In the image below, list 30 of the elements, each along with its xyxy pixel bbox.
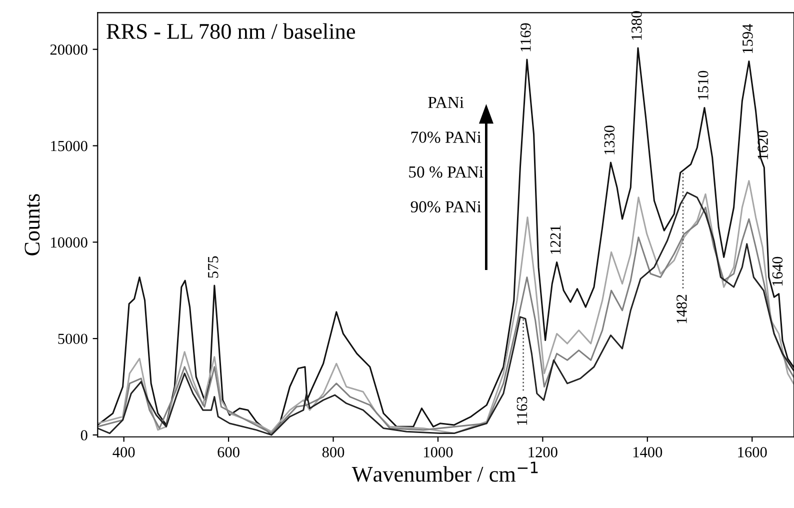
y-tick-label: 10000	[51, 237, 88, 248]
annotation: PANi	[428, 96, 464, 108]
y-axis-title: Counts	[24, 194, 40, 256]
annotation: 1640	[772, 256, 783, 286]
annotation: 1380	[631, 11, 642, 40]
annotation: 1594	[742, 24, 753, 53]
annotation: 50 % PANi	[409, 166, 484, 178]
annotation: 70% PANi	[411, 132, 482, 143]
x-tick-label: 600	[218, 447, 240, 458]
annotation: 1169	[520, 23, 531, 52]
annotation: 90% PANi	[410, 201, 482, 212]
x-axis-title: Wavenumber / cm$^{−1}$	[352, 462, 538, 482]
annotation: 1510	[698, 70, 708, 100]
y-tick-label: 5000	[58, 334, 88, 344]
x-tick-label: 1600	[738, 447, 767, 458]
chart-title: RRS - LL 780 nm / baseline	[106, 23, 356, 39]
annotation: 1482	[676, 294, 687, 324]
x-tick-label: 1200	[528, 447, 558, 458]
x-tick-label: 800	[322, 447, 344, 458]
x-tick-label: 400	[112, 447, 135, 458]
y-tick-label: 20000	[50, 44, 88, 55]
annotation: 1620	[758, 130, 768, 160]
y-tick-label: 0	[80, 430, 88, 440]
x-tick-label: 1400	[633, 447, 662, 458]
x-tick-label: 1000	[424, 447, 453, 458]
annotation: 1330	[604, 126, 615, 154]
annotation: 1163	[516, 396, 528, 425]
y-tick-label: 15000	[51, 140, 88, 152]
annotation: 1221	[550, 226, 560, 254]
annotation: 575	[208, 256, 218, 278]
